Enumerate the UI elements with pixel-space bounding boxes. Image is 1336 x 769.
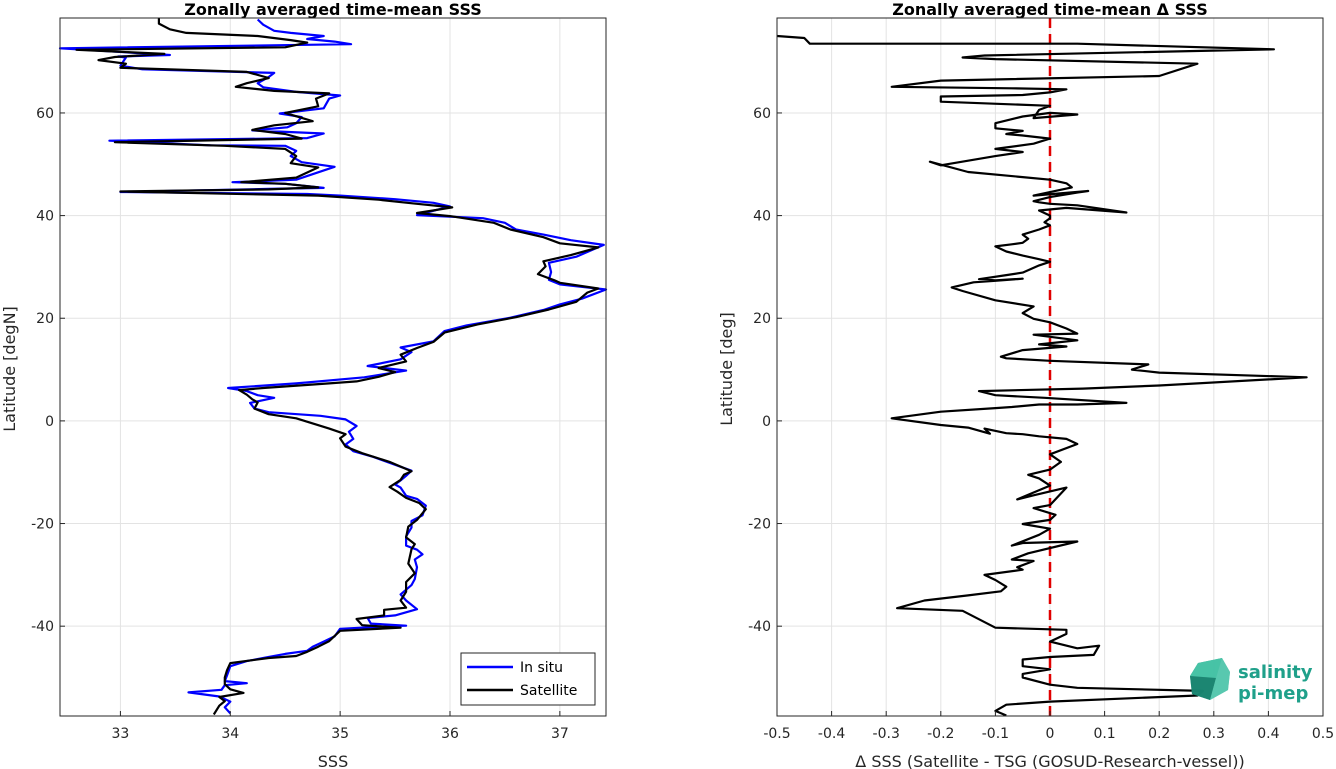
y-axis-label: Latitude [deg] [717, 312, 736, 426]
x-tick-label: 0.3 [1203, 726, 1225, 742]
chart-title: Zonally averaged time-mean Δ SSS [892, 0, 1208, 19]
x-tick-label: 0.5 [1312, 726, 1334, 742]
x-tick-label: 0.1 [1093, 726, 1115, 742]
legend-box [460, 652, 596, 706]
x-tick-label: 0.2 [1148, 726, 1170, 742]
logo-text-salinity: salinity [1238, 662, 1313, 683]
y-tick-label: 40 [753, 209, 771, 225]
y-tick-label: -40 [748, 619, 771, 635]
y-tick-label: 20 [753, 311, 771, 327]
x-tick-label: -0.2 [927, 726, 954, 742]
x-tick-label: 33 [112, 726, 130, 742]
x-axis-label: SSS [318, 752, 348, 769]
y-tick-label: 60 [753, 106, 771, 122]
y-tick-label: -20 [748, 517, 771, 533]
series-line-satellite [75, 18, 600, 716]
x-tick-label: 37 [551, 726, 569, 742]
legend: In situ Satellite [460, 652, 596, 706]
y-tick-label: -20 [31, 517, 54, 533]
y-tick-label: 0 [762, 414, 771, 430]
grid [60, 18, 606, 716]
logo-text-pi-mep: pi-mep [1238, 683, 1308, 704]
legend-label-satellite: Satellite [520, 683, 577, 699]
y-tick-label: 60 [36, 106, 54, 122]
legend-label-in-situ: In situ [520, 660, 563, 676]
y-tick-label: 20 [36, 311, 54, 327]
x-tick-label: 36 [441, 726, 459, 742]
x-axis-label: Δ SSS (Satellite - TSG (GOSUD-Research-v… [855, 752, 1244, 769]
tick-labels: -0.5 -0.4 -0.3 -0.2 -0.1 0 0.1 0.2 0.3 0.4 0.5 -40 -… [748, 106, 1334, 742]
y-axis-label: Latitude [degN] [0, 306, 19, 432]
delta-sss-profile-chart: Zonally averaged time-mean Δ SSS -0.5 -0.… [717, 0, 1334, 769]
x-tick-label: -0.1 [982, 726, 1009, 742]
tick-labels: 33 34 35 36 37 -40 -20 0 20 40 60 [31, 106, 569, 742]
y-tick-label: 40 [36, 209, 54, 225]
y-tick-label: -40 [31, 619, 54, 635]
x-tick-label: 34 [221, 726, 239, 742]
logo-mark-icon [1190, 658, 1230, 700]
x-tick-label: 35 [331, 726, 349, 742]
x-tick-label: -0.5 [763, 726, 790, 742]
series-line-0 [776, 34, 1308, 717]
series-layer [776, 34, 1308, 717]
chart-title: Zonally averaged time-mean SSS [184, 0, 482, 19]
x-tick-label: 0 [1046, 726, 1055, 742]
series-line-in-situ [58, 18, 608, 715]
x-tick-label: -0.4 [818, 726, 845, 742]
salinity-pi-mep-logo: salinity pi-mep [1190, 658, 1313, 704]
plot-frame [59, 17, 607, 717]
x-tick-label: -0.3 [873, 726, 900, 742]
y-tick-label: 0 [45, 414, 54, 430]
series-layer [58, 18, 608, 716]
x-tick-label: 0.4 [1257, 726, 1279, 742]
sss-profile-chart: Zonally averaged time-mean SSS 33 34 35 36 3… [0, 0, 608, 769]
